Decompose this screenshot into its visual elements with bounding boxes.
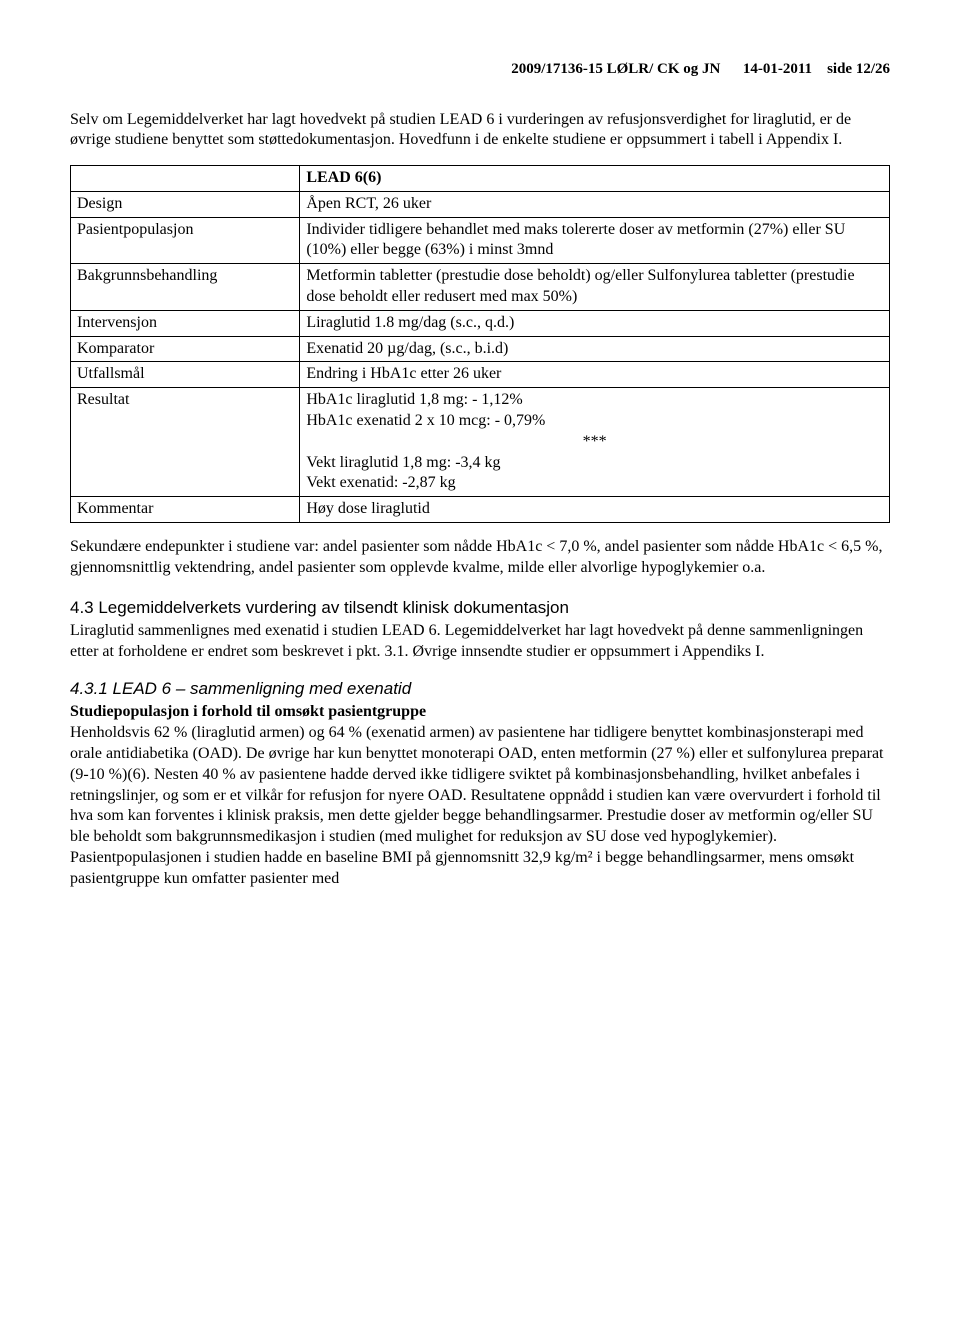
section-4-3-body: Liraglutid sammenlignes med exenatid i s… <box>70 621 890 663</box>
row-label: Resultat <box>71 388 300 497</box>
secondary-paragraph: Sekundære endepunkter i studiene var: an… <box>70 537 890 579</box>
table-row: Komparator Exenatid 20 µg/dag, (s.c., b.… <box>71 336 890 362</box>
page-header: 2009/17136-15 LØLR/ CK og JN 14-01-2011 … <box>70 60 890 80</box>
result-line: HbA1c liraglutid 1,8 mg: - 1,12% <box>306 391 522 408</box>
table-row: Pasientpopulasjon Individer tidligere be… <box>71 217 890 264</box>
row-value: Metformin tabletter (prestudie dose beho… <box>300 264 890 311</box>
header-ref: 2009/17136-15 LØLR/ CK og JN <box>511 61 720 77</box>
table-row: Kommentar Høy dose liraglutid <box>71 497 890 523</box>
row-label: Bakgrunnsbehandling <box>71 264 300 311</box>
table-row: Design Åpen RCT, 26 uker <box>71 191 890 217</box>
row-value: Individer tidligere behandlet med maks t… <box>300 217 890 264</box>
section-4-3-1-subhead: Studiepopulasjon i forhold til omsøkt pa… <box>70 702 890 723</box>
row-label: Pasientpopulasjon <box>71 217 300 264</box>
section-4-3-heading: 4.3 Legemiddelverkets vurdering av tilse… <box>70 597 890 619</box>
table-header-row: LEAD 6(6) <box>71 166 890 192</box>
row-value: Liraglutid 1.8 mg/dag (s.c., q.d.) <box>300 310 890 336</box>
row-value: Exenatid 20 µg/dag, (s.c., b.i.d) <box>300 336 890 362</box>
table-row: Utfallsmål Endring i HbA1c etter 26 uker <box>71 362 890 388</box>
row-label: Komparator <box>71 336 300 362</box>
result-stars: *** <box>306 432 883 453</box>
row-label: Intervensjon <box>71 310 300 336</box>
row-label: Kommentar <box>71 497 300 523</box>
section-4-3-1-body: Henholdsvis 62 % (liraglutid armen) og 6… <box>70 723 890 889</box>
intro-paragraph: Selv om Legemiddelverket har lagt hovedv… <box>70 110 890 152</box>
row-value: Høy dose liraglutid <box>300 497 890 523</box>
table-header-empty <box>71 166 300 192</box>
table-row: Bakgrunnsbehandling Metformin tabletter … <box>71 264 890 311</box>
table-row: Intervensjon Liraglutid 1.8 mg/dag (s.c.… <box>71 310 890 336</box>
row-label: Design <box>71 191 300 217</box>
table-title: LEAD 6(6) <box>300 166 890 192</box>
row-label: Utfallsmål <box>71 362 300 388</box>
table-row-result: Resultat HbA1c liraglutid 1,8 mg: - 1,12… <box>71 388 890 497</box>
section-4-3-1-heading: 4.3.1 LEAD 6 – sammenligning med exenati… <box>70 678 890 700</box>
result-line: HbA1c exenatid 2 x 10 mcg: - 0,79% <box>306 412 545 429</box>
row-value: Åpen RCT, 26 uker <box>300 191 890 217</box>
row-value: Endring i HbA1c etter 26 uker <box>300 362 890 388</box>
result-line: Vekt exenatid: -2,87 kg <box>306 474 455 491</box>
header-page: side 12/26 <box>827 61 890 77</box>
lead6-table: LEAD 6(6) Design Åpen RCT, 26 uker Pasie… <box>70 165 890 523</box>
row-value-result: HbA1c liraglutid 1,8 mg: - 1,12% HbA1c e… <box>300 388 890 497</box>
header-date: 14-01-2011 <box>743 61 812 77</box>
result-line: Vekt liraglutid 1,8 mg: -3,4 kg <box>306 454 500 471</box>
